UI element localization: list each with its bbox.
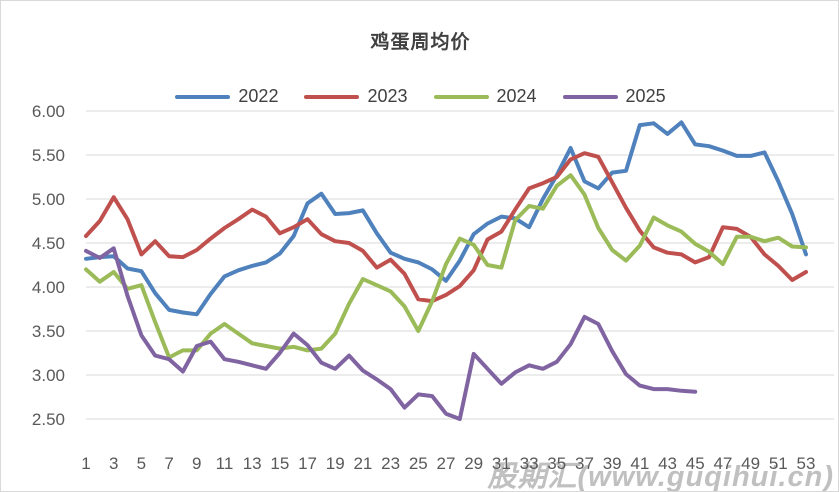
x-tick-label: 17 (298, 454, 317, 473)
watermark: 股期汇(www.guqihui.cn) (487, 461, 834, 492)
y-tick-label: 3.00 (32, 366, 65, 385)
y-tick-label: 2.50 (32, 410, 65, 429)
x-tick-label: 21 (353, 454, 372, 473)
series-line-2025 (84, 246, 698, 421)
x-tick-label: 11 (216, 454, 234, 473)
y-tick-label: 6.00 (32, 102, 65, 121)
legend: 2022 2023 2024 2025 (1, 86, 838, 107)
series-line-2022 (84, 120, 808, 317)
x-tick-label: 33 (520, 454, 539, 473)
legend-item-2022: 2022 (175, 86, 278, 107)
x-tick-label: 53 (797, 454, 816, 473)
x-tick-label: 41 (630, 454, 649, 473)
y-tick-label: 4.00 (32, 278, 65, 297)
x-tick-label: 49 (741, 454, 760, 473)
legend-item-2025: 2025 (562, 86, 666, 107)
legend-swatch-2023 (304, 94, 360, 99)
x-tick-label: 19 (326, 454, 345, 473)
y-tick-label: 4.50 (32, 234, 65, 253)
legend-label: 2024 (496, 86, 537, 106)
x-tick-label: 15 (270, 454, 289, 473)
x-tick-label: 29 (464, 454, 483, 473)
x-tick-label: 31 (492, 454, 511, 473)
x-tick-label: 3 (109, 454, 118, 473)
x-tick-label: 51 (769, 454, 788, 473)
legend-swatch-2025 (562, 94, 618, 99)
x-tick-label: 23 (381, 454, 400, 473)
legend-label: 2022 (238, 86, 279, 106)
x-tick-label: 37 (575, 454, 594, 473)
x-tick-label: 43 (658, 454, 677, 473)
x-tick-label: 1 (81, 454, 90, 473)
x-tick-label: 9 (192, 454, 201, 473)
y-tick-label: 5.50 (32, 146, 65, 165)
y-tick-label: 3.50 (32, 322, 65, 341)
legend-item-2023: 2023 (304, 86, 408, 107)
series-line-2023 (84, 151, 808, 304)
chart-title: 鸡蛋周均价 (370, 32, 471, 53)
x-tick-label: 7 (164, 454, 173, 473)
legend-label: 2023 (367, 86, 408, 106)
x-tick-label: 39 (603, 454, 622, 473)
series-line-2024 (84, 173, 808, 360)
x-tick-label: 27 (437, 454, 456, 473)
x-tick-label: 13 (243, 454, 262, 473)
x-tick-label: 35 (547, 454, 566, 473)
x-tick-label: 5 (137, 454, 146, 473)
legend-swatch-2022 (175, 94, 231, 99)
x-tick-label: 47 (713, 454, 732, 473)
legend-swatch-2024 (433, 94, 489, 99)
x-tick-label: 45 (686, 454, 705, 473)
legend-item-2024: 2024 (433, 86, 537, 107)
y-tick-label: 5.00 (32, 190, 65, 209)
legend-label: 2025 (625, 86, 666, 106)
x-tick-label: 25 (409, 454, 428, 473)
